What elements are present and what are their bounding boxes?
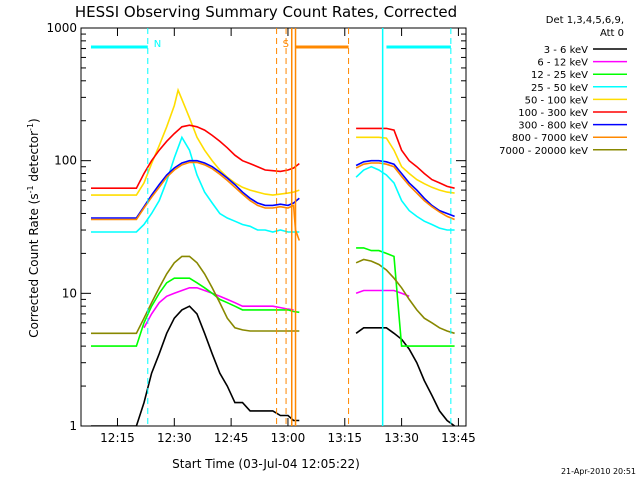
- x-tick-label-1: 12:30: [157, 431, 192, 445]
- series-line-7: [91, 161, 455, 241]
- annotation-label-0: N: [154, 39, 161, 50]
- legend-label-8: 7000 - 20000 keV: [499, 146, 588, 157]
- annotation-label-3: S: [283, 39, 289, 50]
- x-tick-label-4: 13:15: [327, 431, 362, 445]
- y-axis-title: Corrected Count Rate (s-1 detector-1): [26, 118, 41, 337]
- chart-title: HESSI Observing Summary Count Rates, Cor…: [75, 3, 457, 21]
- x-tick-label-6: 13:45: [441, 431, 476, 445]
- plot-frame: [80, 27, 467, 427]
- x-tick-label-5: 13:30: [384, 431, 419, 445]
- y-tick-label-3: 1000: [46, 21, 77, 35]
- x-tick-label-2: 12:45: [214, 431, 249, 445]
- x-axis: 12:15 12:30 12:45 13:00 13:15 13:30 13:45: [100, 28, 476, 445]
- series-line-0: [91, 305, 456, 426]
- x-axis-title: Start Time (03-Jul-04 12:05:22): [172, 457, 360, 471]
- y-tick-label-1: 10: [62, 286, 77, 300]
- y-tick-label-0: 1: [69, 419, 77, 433]
- series-line-4: [91, 87, 455, 196]
- y-axis-title-part-3: ): [27, 118, 41, 123]
- legend-label-7: 800 - 7000 keV: [512, 133, 588, 144]
- legend-label-1: 6 - 12 keV: [537, 58, 588, 69]
- legend-label-2: 12 - 25 keV: [531, 70, 588, 81]
- legend-label-3: 25 - 50 keV: [531, 83, 588, 94]
- series-line-3: [91, 135, 455, 233]
- x-tick-label-0: 12:15: [100, 431, 135, 445]
- y-axis-title-sup-1: -1: [26, 185, 35, 193]
- series-line-6: [91, 159, 455, 219]
- plot-area: [90, 45, 456, 426]
- x-tick-label-3: 13:00: [271, 431, 306, 445]
- series-line-2: [91, 247, 455, 347]
- series-group: [90, 45, 456, 426]
- footer-timestamp: 21-Apr-2010 20:51: [561, 467, 636, 476]
- legend-label-0: 3 - 6 keV: [544, 45, 588, 56]
- legend-header-line-2: Att 0: [600, 28, 624, 39]
- legend-header-line-1: Det 1,3,4,5,6,9,: [546, 15, 624, 26]
- legend-label-5: 100 - 300 keV: [518, 108, 588, 119]
- y-axis-title-part-2: detector: [27, 131, 41, 186]
- series-line-5: [91, 124, 455, 189]
- y-axis: 1 10 100 1000: [46, 21, 466, 433]
- y-axis-title-sup-2: -1: [26, 123, 35, 131]
- legend-label-6: 300 - 800 keV: [518, 121, 588, 132]
- y-axis-title-part-1: Corrected Count Rate (s: [27, 193, 41, 337]
- legend-label-4: 50 - 100 keV: [525, 95, 589, 106]
- y-tick-label-2: 100: [54, 154, 77, 168]
- series-line-8: [91, 255, 455, 335]
